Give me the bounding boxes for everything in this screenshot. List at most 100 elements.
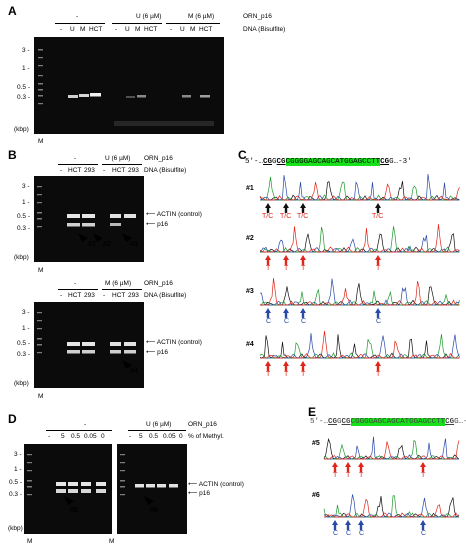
group-label-a-u: U (6 µM) (136, 13, 162, 20)
panel-letter-d: D (8, 412, 17, 426)
kbp-unit: (kbp) (14, 126, 29, 133)
position-arrow (300, 308, 306, 318)
pointer-arrowheads-d (64, 496, 154, 505)
lane-label: - (103, 167, 106, 174)
position-arrow (283, 361, 289, 371)
base-call-label: C (359, 530, 365, 537)
trace-line (259, 277, 460, 306)
sample-id: #4 (130, 368, 138, 375)
lane-label: HCT (112, 292, 126, 299)
lane-label: HCT (68, 292, 82, 299)
group-label-a-m: M (6 µM) (188, 13, 215, 20)
base-call-label: T/C (297, 213, 309, 220)
gel-image-b-bottom (34, 302, 144, 388)
trace-line (259, 333, 460, 359)
base-call-label: T (266, 265, 271, 272)
gel-image-d-right (117, 444, 187, 534)
lane-label: HCT (112, 167, 126, 174)
row-label-b2-orn: ORN_p16 (144, 280, 173, 287)
ladder-label: 3 - (22, 47, 30, 54)
group-label-d-none: - (84, 421, 87, 428)
position-arrow (332, 520, 338, 530)
group-line (46, 430, 112, 431)
group-line (112, 23, 162, 24)
base-call-label: T (301, 265, 306, 272)
group-line (58, 164, 98, 165)
group-label-b-none: - (74, 155, 77, 162)
position-arrow (420, 462, 426, 472)
lane-label: HCT (68, 167, 82, 174)
kbp-unit: (kbp) (14, 380, 29, 387)
gel-image-b-top (34, 176, 144, 262)
chromatogram-c (259, 173, 460, 371)
row-label-d-orn: ORN_p16 (188, 421, 217, 428)
lane-label: 5 (61, 433, 65, 440)
gel-image-a (34, 37, 224, 134)
trace-line (259, 182, 460, 201)
base-call-label: T (333, 472, 338, 479)
arrow-p16-b-top: ⟵ p16 (146, 221, 168, 228)
arrow-actin-d: ⟵ ACTIN (control) (188, 481, 244, 488)
arrow-p16-d: ⟵ p16 (188, 490, 210, 497)
group-line (166, 23, 220, 24)
ladder-label: 0.3 - (17, 351, 31, 358)
ladder-label: 1 - (22, 199, 30, 206)
group-line (55, 23, 105, 24)
position-arrow (345, 520, 351, 530)
arrow-actin-b-top: ⟵ ACTIN (control) (146, 211, 202, 218)
row-label-a-dna: DNA (Bisulfite) (243, 26, 286, 33)
lane-label: - (129, 433, 132, 440)
trace-id: #6 (312, 492, 320, 499)
position-arrow (265, 308, 271, 318)
group-label-b-u: U (6 µM) (105, 155, 131, 162)
position-arrow (420, 520, 426, 530)
position-arrow (300, 203, 306, 213)
ladder-label: 0.3 - (9, 491, 23, 498)
lane-label: HCT (89, 26, 103, 33)
position-arrow (265, 361, 271, 371)
trace-line (323, 436, 459, 460)
ladder-label: 0.5 - (17, 84, 31, 91)
row-label-b-orn: ORN_p16 (144, 155, 173, 162)
trace-line (259, 235, 460, 253)
trace-id: #1 (246, 185, 254, 192)
trace-id: #4 (246, 341, 254, 348)
position-arrow (300, 361, 306, 371)
lane-label: 5 (139, 433, 143, 440)
ladder-label: 0.5 - (9, 479, 23, 486)
group-label-a-none: - (76, 13, 79, 20)
base-call-label: C (301, 318, 307, 325)
sample-id: #2 (103, 241, 111, 248)
marker-label: M (27, 538, 33, 545)
group-line (58, 289, 98, 290)
lane-label: 293 (84, 292, 95, 299)
lane-label: U (125, 26, 130, 33)
position-arrow (283, 255, 289, 265)
ladder-label: 0.3 - (17, 94, 31, 101)
base-call-label: C (346, 530, 352, 537)
group-label-d-u: U (6 µM) (146, 421, 172, 428)
arrow-p16-b-bottom: ⟵ p16 (146, 349, 168, 356)
marker-label: M (38, 393, 44, 400)
lane-label: HCT (144, 26, 158, 33)
trace-line (260, 226, 460, 253)
lane-label: - (115, 26, 118, 33)
lane-label: - (60, 292, 63, 299)
group-line (102, 289, 142, 290)
position-arrow (265, 203, 271, 213)
sample-id: #5 (70, 507, 78, 514)
base-call-label: T (359, 472, 364, 479)
sample-id: #3 (130, 241, 138, 248)
sequence-c: 5′-…CGGCGCGGGGAGCAGCATGGAGCCTTCGG…-3′ (245, 158, 412, 166)
row-label-b-dna: DNA (Bisulfite) (144, 167, 187, 174)
lane-label: - (103, 292, 106, 299)
ladder-label: 0.5 - (17, 340, 31, 347)
base-call-label: T (421, 472, 426, 479)
lane-label: U (180, 26, 185, 33)
position-arrow (283, 308, 289, 318)
ladder-label: 1 - (22, 65, 30, 72)
trace-line (324, 440, 460, 460)
ladder-label: 3 - (22, 309, 30, 316)
marker-label: M (38, 138, 44, 145)
ladder-label: 0.5 - (17, 213, 31, 220)
